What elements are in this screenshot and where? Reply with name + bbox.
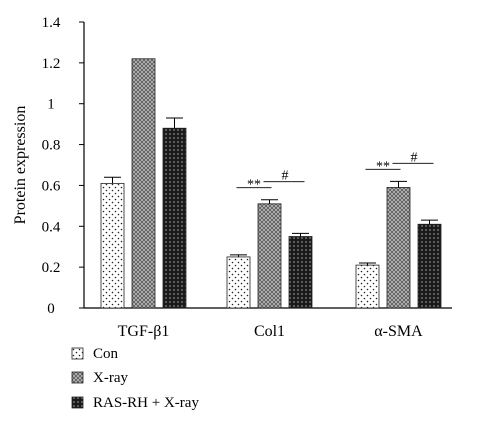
bar-x-ray — [386, 187, 411, 309]
bar-ras-rh-x-ray — [162, 127, 187, 309]
bar-x-ray — [131, 58, 156, 309]
legend-label: RAS-RH + X-ray — [93, 395, 199, 411]
y-tick-label: 1 — [47, 97, 55, 113]
bar-x-ray — [257, 203, 282, 309]
legend-label: X-ray — [93, 370, 128, 386]
y-tick-label: 0 — [47, 301, 55, 317]
y-tick-label: 0.2 — [42, 260, 61, 276]
y-tick-label: 0.4 — [42, 219, 61, 235]
y-tick-label: 0.8 — [42, 138, 61, 154]
bar-ras-rh-x-ray — [417, 223, 442, 309]
y-tick-label: 1.2 — [42, 56, 61, 72]
y-axis-label: Protein expression — [12, 106, 29, 225]
legend-swatch — [71, 371, 84, 384]
bars — [100, 58, 442, 309]
bar-con — [355, 264, 380, 309]
bar-con — [100, 182, 125, 309]
y-tick-label: 1.4 — [42, 15, 61, 31]
legend-swatch — [71, 347, 84, 360]
legend: Con X-ray RAS-RH + X-ray — [71, 346, 199, 411]
category-label: Col1 — [254, 323, 285, 340]
significance-annotations: ** # ** # — [236, 150, 434, 193]
legend-swatch — [71, 396, 84, 409]
significance-stars: ** — [247, 178, 261, 193]
y-tick-label: 0.6 — [42, 178, 61, 194]
category-label: α-SMA — [374, 323, 423, 340]
significance-stars: ** — [376, 159, 390, 174]
legend-label: Con — [93, 346, 119, 362]
bar-ras-rh-x-ray — [288, 236, 313, 309]
axes: 0 0.2 0.4 0.6 0.8 1 1.2 1.4 Protein expression TG… — [12, 15, 452, 340]
bar-con — [226, 256, 251, 309]
significance-hash: # — [282, 169, 289, 184]
category-label: TGF-β1 — [118, 323, 170, 340]
significance-hash: # — [411, 150, 418, 165]
